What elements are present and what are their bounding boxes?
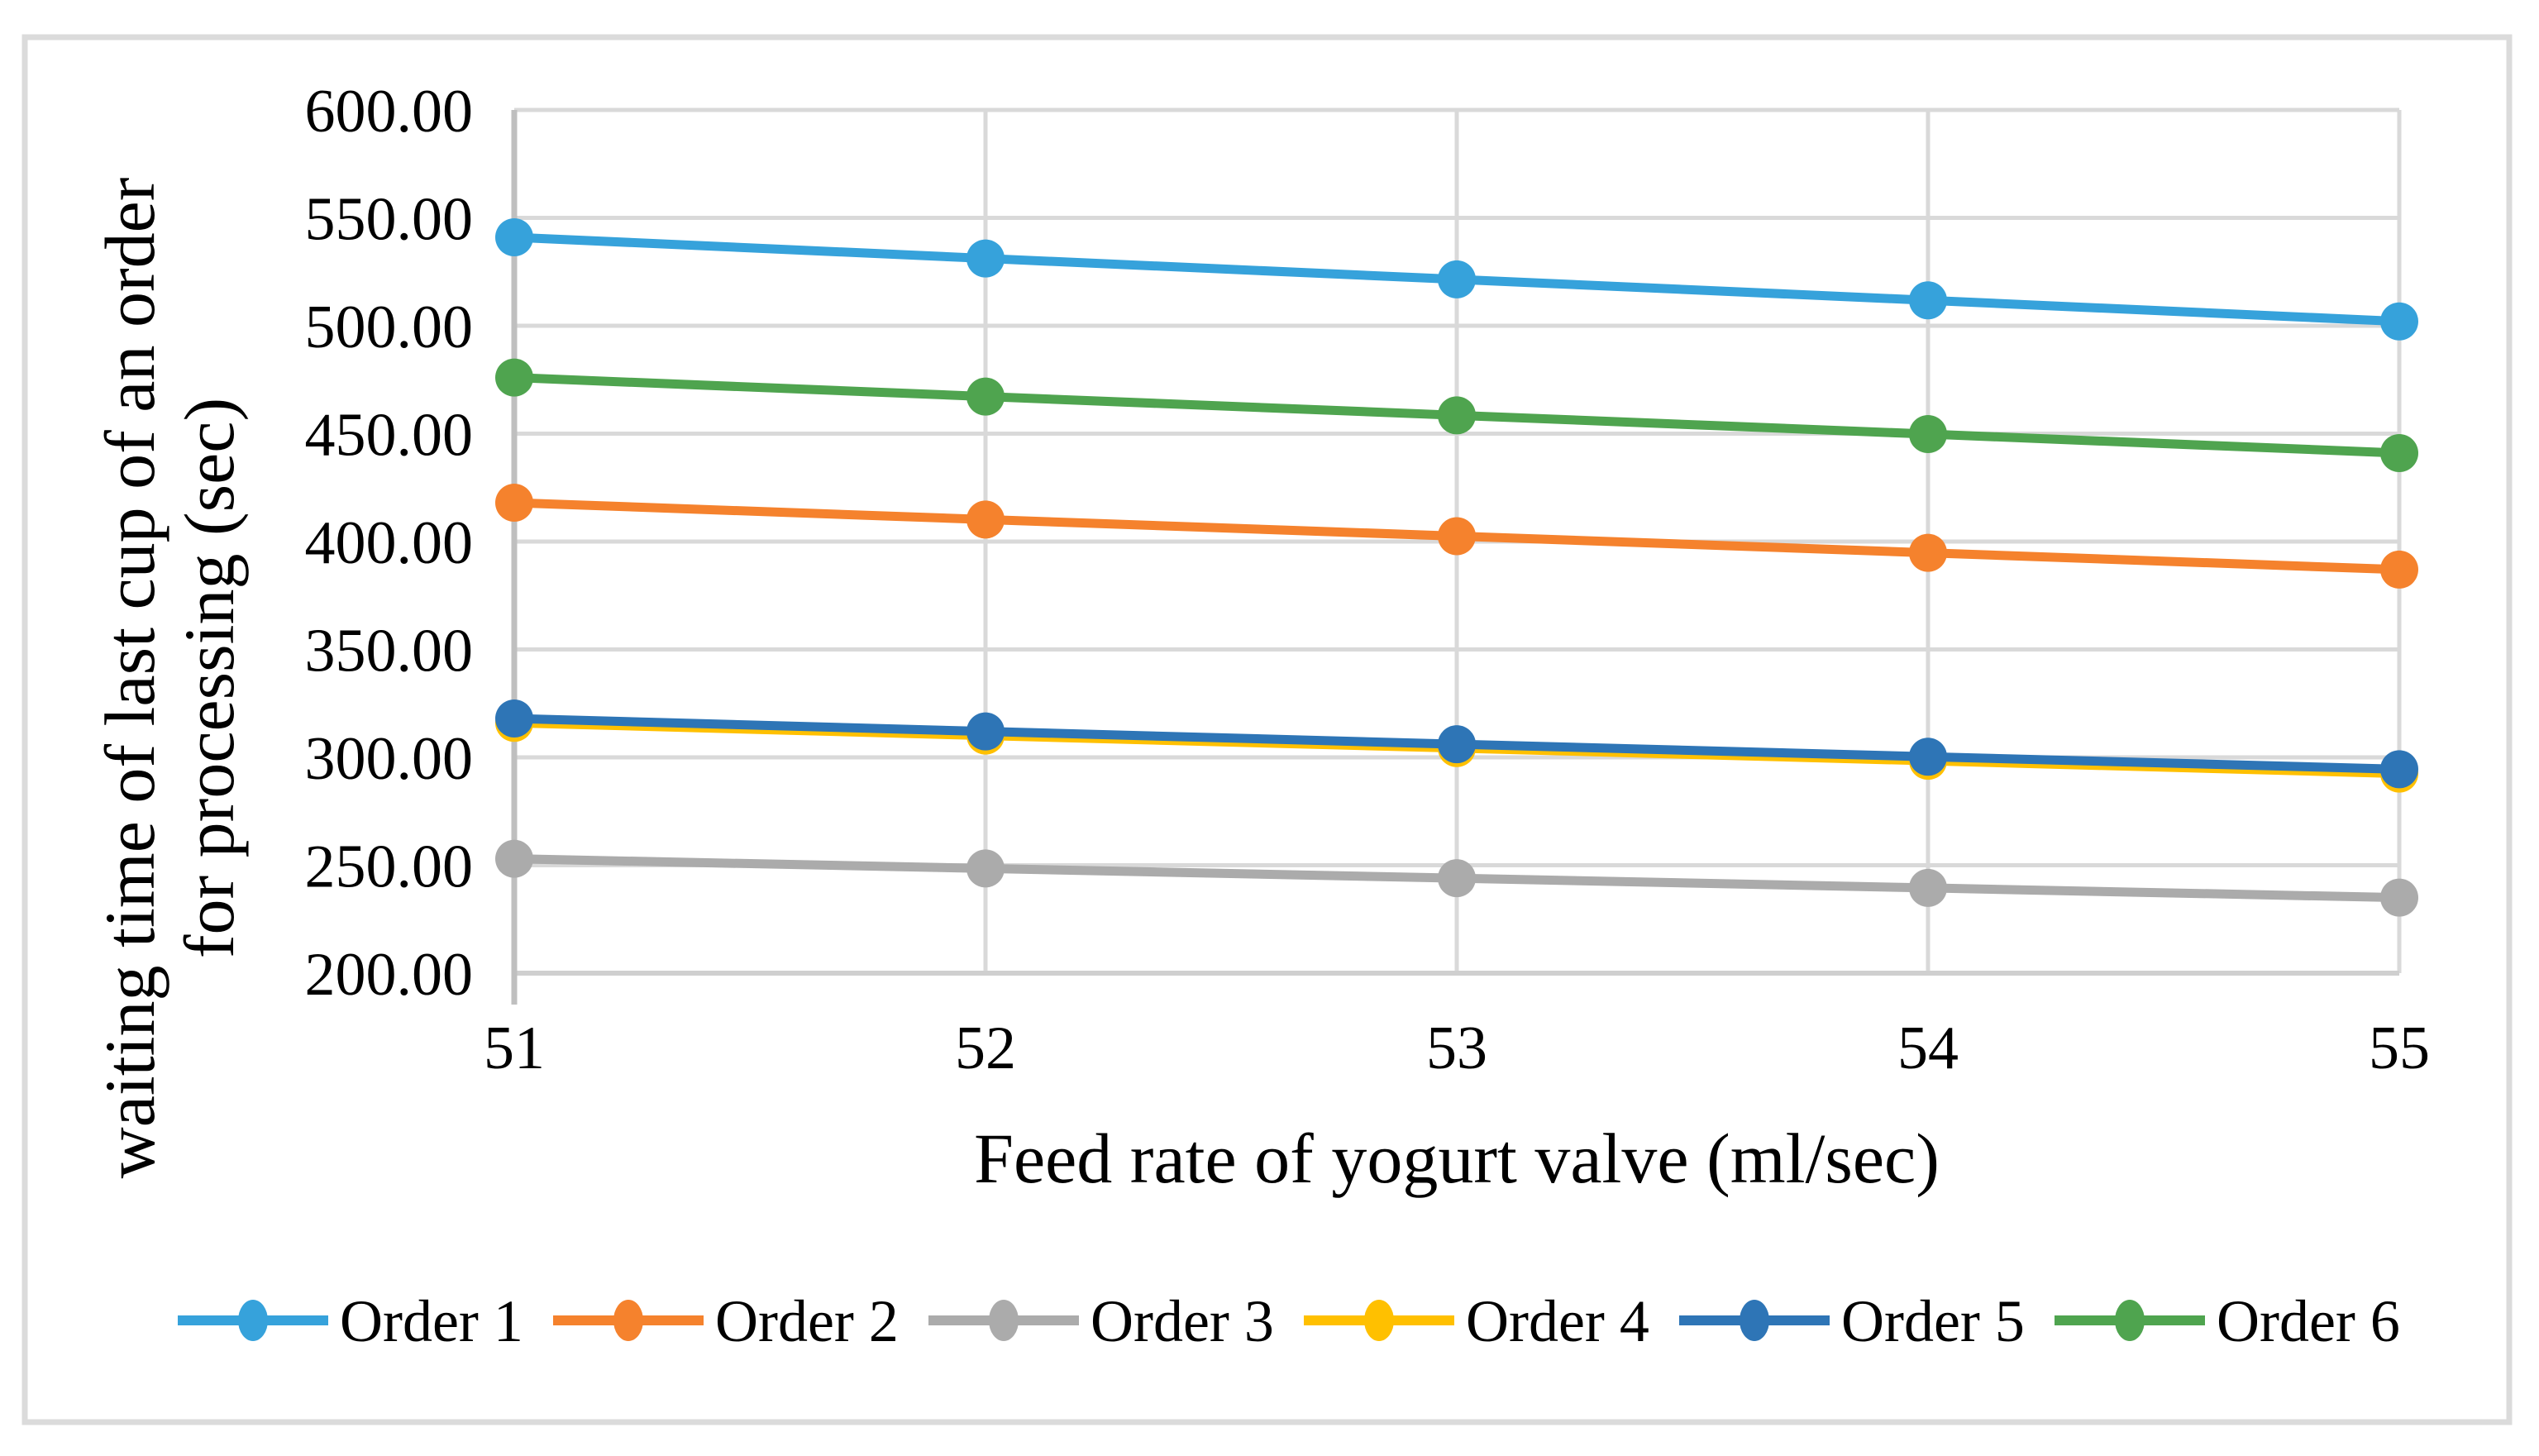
figure-border	[21, 34, 2513, 1425]
y-tick-label-600: 600.00	[305, 78, 474, 146]
series-marker-order-2-x55	[2380, 550, 2418, 589]
x-tick-label-54: 54	[1897, 1014, 1959, 1082]
y-tick-label-400: 400.00	[305, 509, 474, 577]
y-tick-label-550: 550.00	[305, 186, 474, 254]
y-tick-label-250: 250.00	[305, 833, 474, 901]
series-marker-order-3-x53	[1438, 859, 1476, 898]
y-tick-label-500: 500.00	[305, 294, 474, 361]
y-tick-label-300: 300.00	[305, 725, 474, 793]
x-axis-title: Feed rate of yogurt valve (ml/sec)	[974, 1119, 1940, 1198]
legend-marker-order-5	[1740, 1300, 1769, 1341]
series-marker-order-6-x51	[495, 358, 533, 397]
y-tick-label-350: 350.00	[305, 618, 474, 685]
legend-marker-order-2	[613, 1300, 643, 1341]
legend-item-order-4: Order 4	[1304, 1288, 1649, 1354]
series-marker-order-5-x51	[495, 699, 533, 738]
legend-label-order-5: Order 5	[1841, 1288, 2025, 1354]
x-tick-label-52: 52	[955, 1014, 1016, 1082]
x-tick-label-51: 51	[484, 1014, 545, 1082]
series-marker-order-1-x52	[966, 239, 1005, 278]
series-marker-order-1-x55	[2380, 302, 2418, 341]
legend-marker-order-1	[238, 1300, 268, 1341]
series-marker-order-2-x54	[1909, 533, 1947, 572]
legend-item-order-3: Order 3	[928, 1288, 1274, 1354]
legend-item-order-5: Order 5	[1679, 1288, 2025, 1354]
series-marker-order-3-x52	[966, 849, 1005, 888]
legend-label-order-6: Order 6	[2217, 1288, 2400, 1354]
series-marker-order-1-x53	[1438, 260, 1476, 298]
series-marker-order-2-x51	[495, 484, 533, 523]
series-marker-order-2-x52	[966, 500, 1005, 539]
series-marker-order-5-x55	[2380, 750, 2418, 789]
legend-item-order-6: Order 6	[2055, 1288, 2400, 1354]
y-axis-title-line-1: waiting time of last cup of an order	[90, 178, 169, 1179]
series-marker-order-3-x55	[2380, 878, 2418, 917]
x-tick-label-55: 55	[2369, 1014, 2430, 1082]
legend-label-order-3: Order 3	[1091, 1288, 1274, 1354]
y-tick-label-200: 200.00	[305, 941, 474, 1009]
y-tick-label-450: 450.00	[305, 402, 474, 470]
series-marker-order-1-x51	[495, 217, 533, 256]
series-marker-order-6-x54	[1909, 415, 1947, 454]
y-axis-title-line-2: for processing (sec)	[169, 398, 249, 958]
series-marker-order-6-x53	[1438, 396, 1476, 435]
series-marker-order-1-x54	[1909, 281, 1947, 320]
series-marker-order-6-x52	[966, 377, 1005, 416]
series-marker-order-3-x51	[495, 839, 533, 878]
legend-marker-order-4	[1364, 1300, 1394, 1341]
legend-item-order-1: Order 1	[178, 1288, 523, 1354]
legend-marker-order-3	[989, 1300, 1019, 1341]
x-tick-label-53: 53	[1426, 1014, 1487, 1082]
legend-label-order-1: Order 1	[340, 1288, 523, 1354]
legend-label-order-2: Order 2	[715, 1288, 899, 1354]
legend-label-order-4: Order 4	[1466, 1288, 1649, 1354]
series-marker-order-3-x54	[1909, 868, 1947, 907]
legend-item-order-2: Order 2	[553, 1288, 899, 1354]
series-marker-order-5-x54	[1909, 738, 1947, 776]
series-marker-order-2-x53	[1438, 517, 1476, 556]
legend-marker-order-6	[2115, 1300, 2145, 1341]
series-marker-order-5-x53	[1438, 725, 1476, 764]
series-marker-order-5-x52	[966, 712, 1005, 751]
series-marker-order-6-x55	[2380, 433, 2418, 472]
